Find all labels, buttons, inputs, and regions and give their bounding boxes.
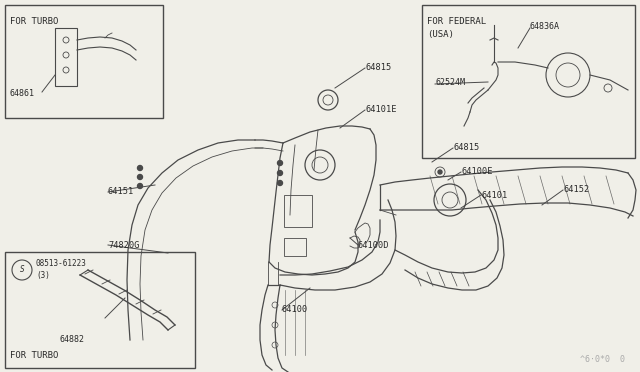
Circle shape: [438, 170, 442, 174]
Bar: [284, 238, 306, 256]
Text: 64101E: 64101E: [365, 106, 397, 115]
Text: 64861: 64861: [10, 90, 35, 99]
Text: FOR TURBO: FOR TURBO: [10, 351, 58, 360]
Text: 64815: 64815: [365, 64, 391, 73]
Text: 64151: 64151: [108, 187, 134, 196]
Text: ^6·0*0  0: ^6·0*0 0: [580, 355, 625, 364]
Text: 64101: 64101: [481, 190, 508, 199]
Circle shape: [278, 180, 282, 186]
Text: 64882: 64882: [60, 336, 85, 344]
Text: 64152: 64152: [563, 186, 589, 195]
Bar: [422, 5, 635, 158]
Circle shape: [138, 174, 143, 180]
Text: (3): (3): [36, 271, 50, 280]
Text: 74820G: 74820G: [108, 241, 140, 250]
Bar: [5, 5, 163, 118]
Circle shape: [138, 166, 143, 170]
Text: S: S: [20, 266, 24, 275]
Circle shape: [278, 170, 282, 176]
Text: 64815: 64815: [453, 144, 479, 153]
Text: FOR FEDERAL: FOR FEDERAL: [427, 17, 486, 26]
Bar: [55, 28, 77, 86]
Circle shape: [278, 160, 282, 166]
Text: (USA): (USA): [427, 30, 454, 39]
Bar: [5, 252, 195, 368]
Text: 62524M: 62524M: [435, 78, 465, 87]
Text: 64836A: 64836A: [530, 22, 560, 31]
Text: 64100D: 64100D: [358, 241, 390, 250]
Text: FOR TURBO: FOR TURBO: [10, 17, 58, 26]
Text: 64100: 64100: [282, 305, 308, 314]
Circle shape: [138, 183, 143, 189]
Text: 08513-61223: 08513-61223: [36, 259, 87, 268]
Bar: [284, 195, 312, 227]
Text: 64100E: 64100E: [461, 167, 493, 176]
